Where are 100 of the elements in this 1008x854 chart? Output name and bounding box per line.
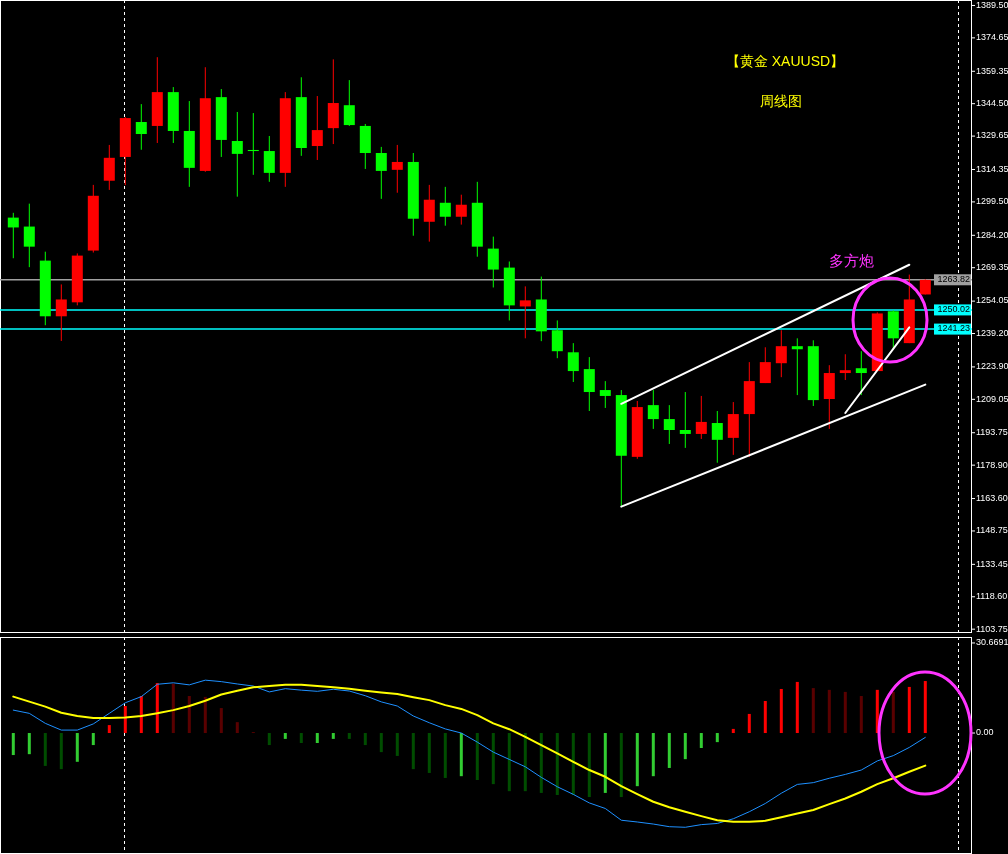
bar [363,733,367,746]
bar [779,688,783,734]
y-tick-label: 0.00 [976,727,994,738]
bar [91,733,95,746]
ref-line-label: 1250.02 [937,304,970,315]
bar [347,733,351,739]
bar [75,733,79,762]
bar [379,733,383,753]
bar [523,733,527,792]
bar [123,706,127,734]
candlestick [695,395,707,440]
candlestick [599,380,611,409]
bar [283,733,287,739]
candlestick [551,319,563,359]
candlestick [23,203,35,268]
bar [683,733,687,760]
y-tick-label: 1178.90 [976,459,1008,470]
bar [203,696,207,734]
bar [507,733,511,792]
y-tick-label: 1133.45 [976,558,1008,569]
candlestick [103,144,115,191]
bar [875,689,879,734]
bar [635,733,639,787]
bar [107,725,111,734]
y-tick-label: 1239.20 [976,327,1008,338]
candlestick [583,356,595,412]
candlestick [567,342,579,383]
bar [667,733,671,768]
y-tick-label: 1389.50 [976,0,1008,10]
candlestick [7,212,19,259]
y-tick-label: 1314.35 [976,163,1008,174]
bar [715,733,719,743]
y-tick-label: 1254.05 [976,295,1008,306]
bar [395,733,399,756]
candlestick [839,353,851,381]
y-tick-label: 1223.90 [976,361,1008,372]
candlestick [247,112,259,176]
bar [891,691,895,734]
candlestick [679,391,691,449]
text: 周线图 [760,92,802,109]
bar [923,681,927,734]
bar [491,733,495,785]
y-tick-label: 1118.60 [976,591,1008,602]
candlestick [311,95,323,161]
bar [699,733,703,748]
bar [139,696,143,734]
bar [619,733,623,798]
candlestick [391,144,403,194]
y-tick-label: 30.6691 [976,637,1008,648]
y-tick-label: 1344.50 [976,98,1008,109]
bar [603,733,607,793]
bar [731,728,735,734]
bar [907,686,911,734]
y-tick-label: 1269.35 [976,262,1008,273]
bar [443,733,447,778]
bar [59,733,63,770]
candlestick [647,389,659,430]
candlestick [375,146,387,200]
bar [171,683,175,734]
bar [427,733,431,773]
annotation: 多方炮 [828,251,874,269]
y-tick-label: 1163.60 [976,492,1008,503]
candlestick [727,401,739,456]
bar [859,696,863,734]
candlestick [231,111,243,198]
y-tick-label: 1209.05 [976,393,1008,404]
y-tick-label: 1148.75 [976,525,1008,536]
bar [571,733,575,795]
ref-line-label: 1263.82 [937,274,970,285]
text: 【黄金 XAUUSD】 [725,52,845,69]
bar [843,691,847,734]
candlestick [455,194,467,226]
bar [411,733,415,770]
candlestick [487,236,499,288]
candlestick [855,350,867,396]
bar [555,733,559,795]
candlestick [519,285,531,339]
y-tick-label: 1374.65 [976,32,1008,43]
candlestick [55,283,67,342]
bar [43,733,47,766]
bar [219,708,223,734]
candlestick [343,79,355,127]
bar [299,733,303,743]
y-tick-label: 1329.65 [976,130,1008,141]
bar [27,733,31,755]
candlestick [263,135,275,183]
candlestick [423,184,435,243]
y-tick-label: 1284.20 [976,229,1008,240]
bar [763,701,767,734]
candlestick [791,337,803,396]
candlestick [663,404,675,445]
bar [795,681,799,734]
candlestick [135,103,147,151]
bar [811,688,815,734]
bar [11,733,15,756]
bar [587,733,591,798]
bar [651,733,655,777]
candlestick [711,410,723,464]
bar [187,696,191,734]
y-tick-label: 1193.75 [976,427,1008,438]
